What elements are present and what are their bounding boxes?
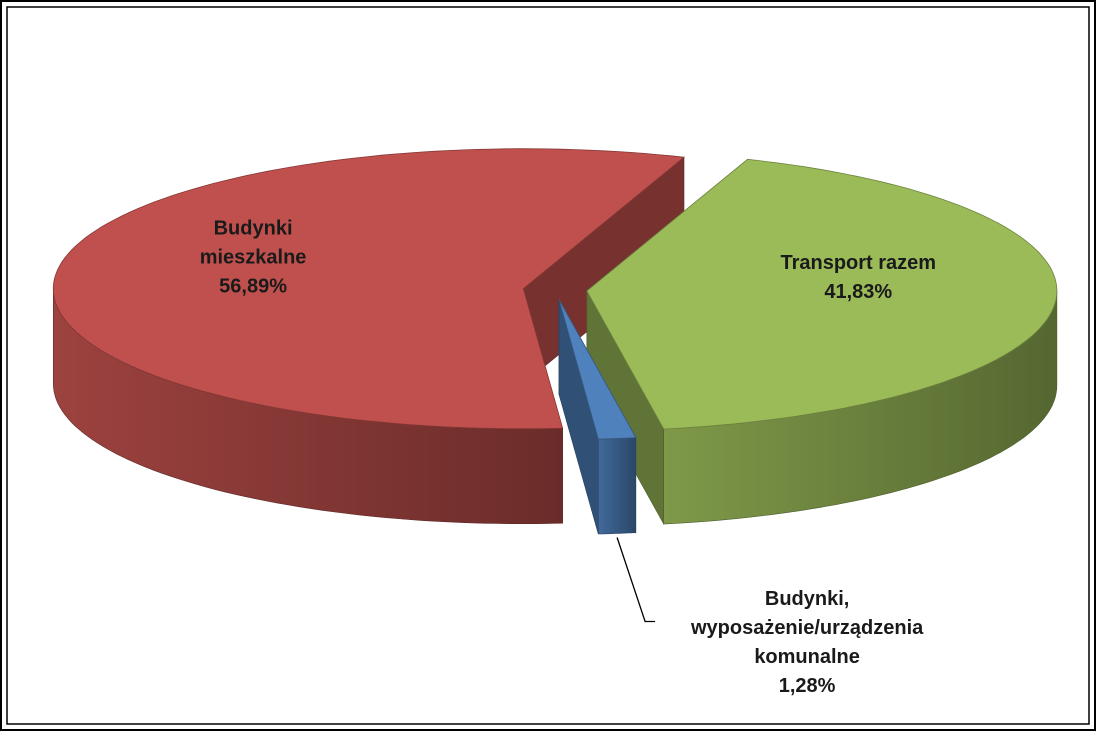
slice-top [52,148,685,430]
data-label: Budynki, wyposażenie/urządzenia komunaln… [672,585,942,701]
category-label: Budynki, wyposażenie/urządzenia komunaln… [690,588,924,669]
pie [52,148,1058,535]
slice [558,298,637,535]
leader-line [616,537,656,623]
value-label: 1,28% [778,675,836,698]
frame-inner [6,6,1090,725]
category-label: Transport razem [780,252,937,275]
value-label: 41,83% [824,281,893,304]
slice-top [558,299,637,440]
value-label: 56,89% [219,275,287,298]
category-label: Budynki mieszkalne [199,217,307,269]
data-label: Budynki mieszkalne 56,89% [173,214,333,301]
slice-wall [597,437,637,535]
slice-top [586,158,1058,430]
data-label: Transport razem 41,83% [728,249,988,307]
slice [586,158,1058,526]
